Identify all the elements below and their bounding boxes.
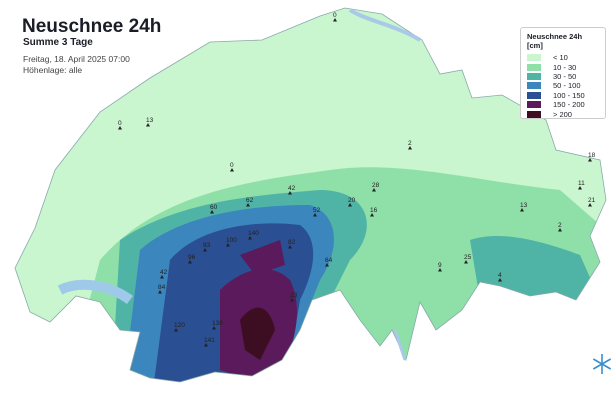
station-value: 120 <box>174 322 185 329</box>
station-value: 42 <box>288 185 296 192</box>
station-marker <box>246 203 250 207</box>
station-marker <box>212 326 216 330</box>
legend-item: > 200 <box>527 109 599 119</box>
station-marker <box>290 298 294 302</box>
station-marker <box>588 158 592 162</box>
legend-label: 10 - 30 <box>553 62 577 72</box>
station-value: 84 <box>158 284 166 291</box>
station-markers: 0 130201811426260829310014052201628644284… <box>118 12 596 347</box>
station-marker <box>408 146 412 150</box>
station-marker <box>203 248 207 252</box>
map-title: Neuschnee 24h <box>22 16 162 37</box>
station-marker <box>288 245 292 249</box>
station-marker <box>438 268 442 272</box>
elevation-label: Höhenlage: alle <box>23 65 83 75</box>
station-value: 2 <box>408 140 412 147</box>
station-marker <box>188 260 192 264</box>
legend-label: > 200 <box>553 109 572 119</box>
station-marker <box>313 213 317 217</box>
station-value: 64 <box>325 257 333 264</box>
station-value: 138 <box>212 320 223 327</box>
station-marker <box>248 236 252 240</box>
legend-label: 100 - 150 <box>553 90 585 100</box>
station-marker <box>288 191 292 195</box>
legend-label: 50 - 100 <box>553 81 581 91</box>
legend-swatch <box>527 101 541 109</box>
station-marker <box>520 208 524 212</box>
station-value: 23 <box>290 292 298 299</box>
legend-swatch <box>527 110 541 118</box>
station-value: 60 <box>210 204 218 211</box>
station-value: 4 <box>498 272 502 279</box>
station-marker <box>464 260 468 264</box>
legend: Neuschnee 24h [cm] < 10 10 - 30 30 - 50 50 … <box>520 27 606 119</box>
station-marker <box>498 278 502 282</box>
map-meta: Freitag, 18. April 2025 07:00 Höhenlage:… <box>23 54 130 76</box>
station-value: 9 <box>438 262 442 269</box>
station-marker <box>333 18 337 22</box>
station-marker <box>325 263 329 267</box>
station-marker <box>230 168 234 172</box>
legend-swatch <box>527 72 541 80</box>
station-marker <box>174 328 178 332</box>
station-value: 93 <box>203 242 211 249</box>
station-marker <box>370 213 374 217</box>
date-label: Freitag, 18. April 2025 07:00 <box>23 54 130 64</box>
station-marker <box>558 228 562 232</box>
legend-item: 150 - 200 <box>527 100 599 109</box>
station-value: 141 <box>204 337 215 344</box>
legend-label: < 10 <box>553 53 568 63</box>
legend-item: 30 - 50 <box>527 72 599 81</box>
station-marker <box>372 188 376 192</box>
station-value: 13 <box>146 117 154 124</box>
legend-item: 50 - 100 <box>527 81 599 90</box>
station-marker <box>226 243 230 247</box>
legend-title: Neuschnee 24h [cm] <box>527 32 583 50</box>
legend-item: < 10 <box>527 53 599 62</box>
legend-swatch <box>527 91 541 99</box>
station-value: 0 <box>230 162 234 169</box>
legend-swatch <box>527 63 541 71</box>
station-value: 62 <box>246 197 254 204</box>
station-value: 13 <box>520 202 528 209</box>
station-value: 42 <box>160 269 168 276</box>
map-subtitle: Summe 3 Tage <box>23 37 93 48</box>
station-marker <box>578 186 582 190</box>
station-value: 2 <box>558 222 562 229</box>
station-marker <box>158 290 162 294</box>
legend-item: 100 - 150 <box>527 91 599 100</box>
station-value: 28 <box>372 182 380 189</box>
station-value: 18 <box>588 152 596 159</box>
station-value: 140 <box>248 230 259 237</box>
station-marker <box>118 126 122 130</box>
station-marker <box>146 123 150 127</box>
station-value: 25 <box>464 254 472 261</box>
station-value: 21 <box>588 197 596 204</box>
station-marker <box>210 210 214 214</box>
station-value: 52 <box>313 207 321 214</box>
station-value: 82 <box>288 239 296 246</box>
station-marker <box>204 343 208 347</box>
station-marker <box>588 203 592 207</box>
snowflake-icon <box>592 354 612 374</box>
station-value: 96 <box>188 254 196 261</box>
station-value: 20 <box>348 197 356 204</box>
station-value: 100 <box>226 237 237 244</box>
station-value: 0 <box>118 120 122 127</box>
station-value: 11 <box>578 180 585 187</box>
legend-swatch <box>527 82 541 90</box>
legend-label: 150 - 200 <box>553 100 585 110</box>
legend-swatch <box>527 54 541 62</box>
station-marker <box>348 203 352 207</box>
station-marker <box>160 275 164 279</box>
legend-label: 30 - 50 <box>553 71 577 81</box>
legend-item: 10 - 30 <box>527 62 599 72</box>
station-value: 16 <box>370 207 378 214</box>
station-value: 0 <box>333 12 337 19</box>
